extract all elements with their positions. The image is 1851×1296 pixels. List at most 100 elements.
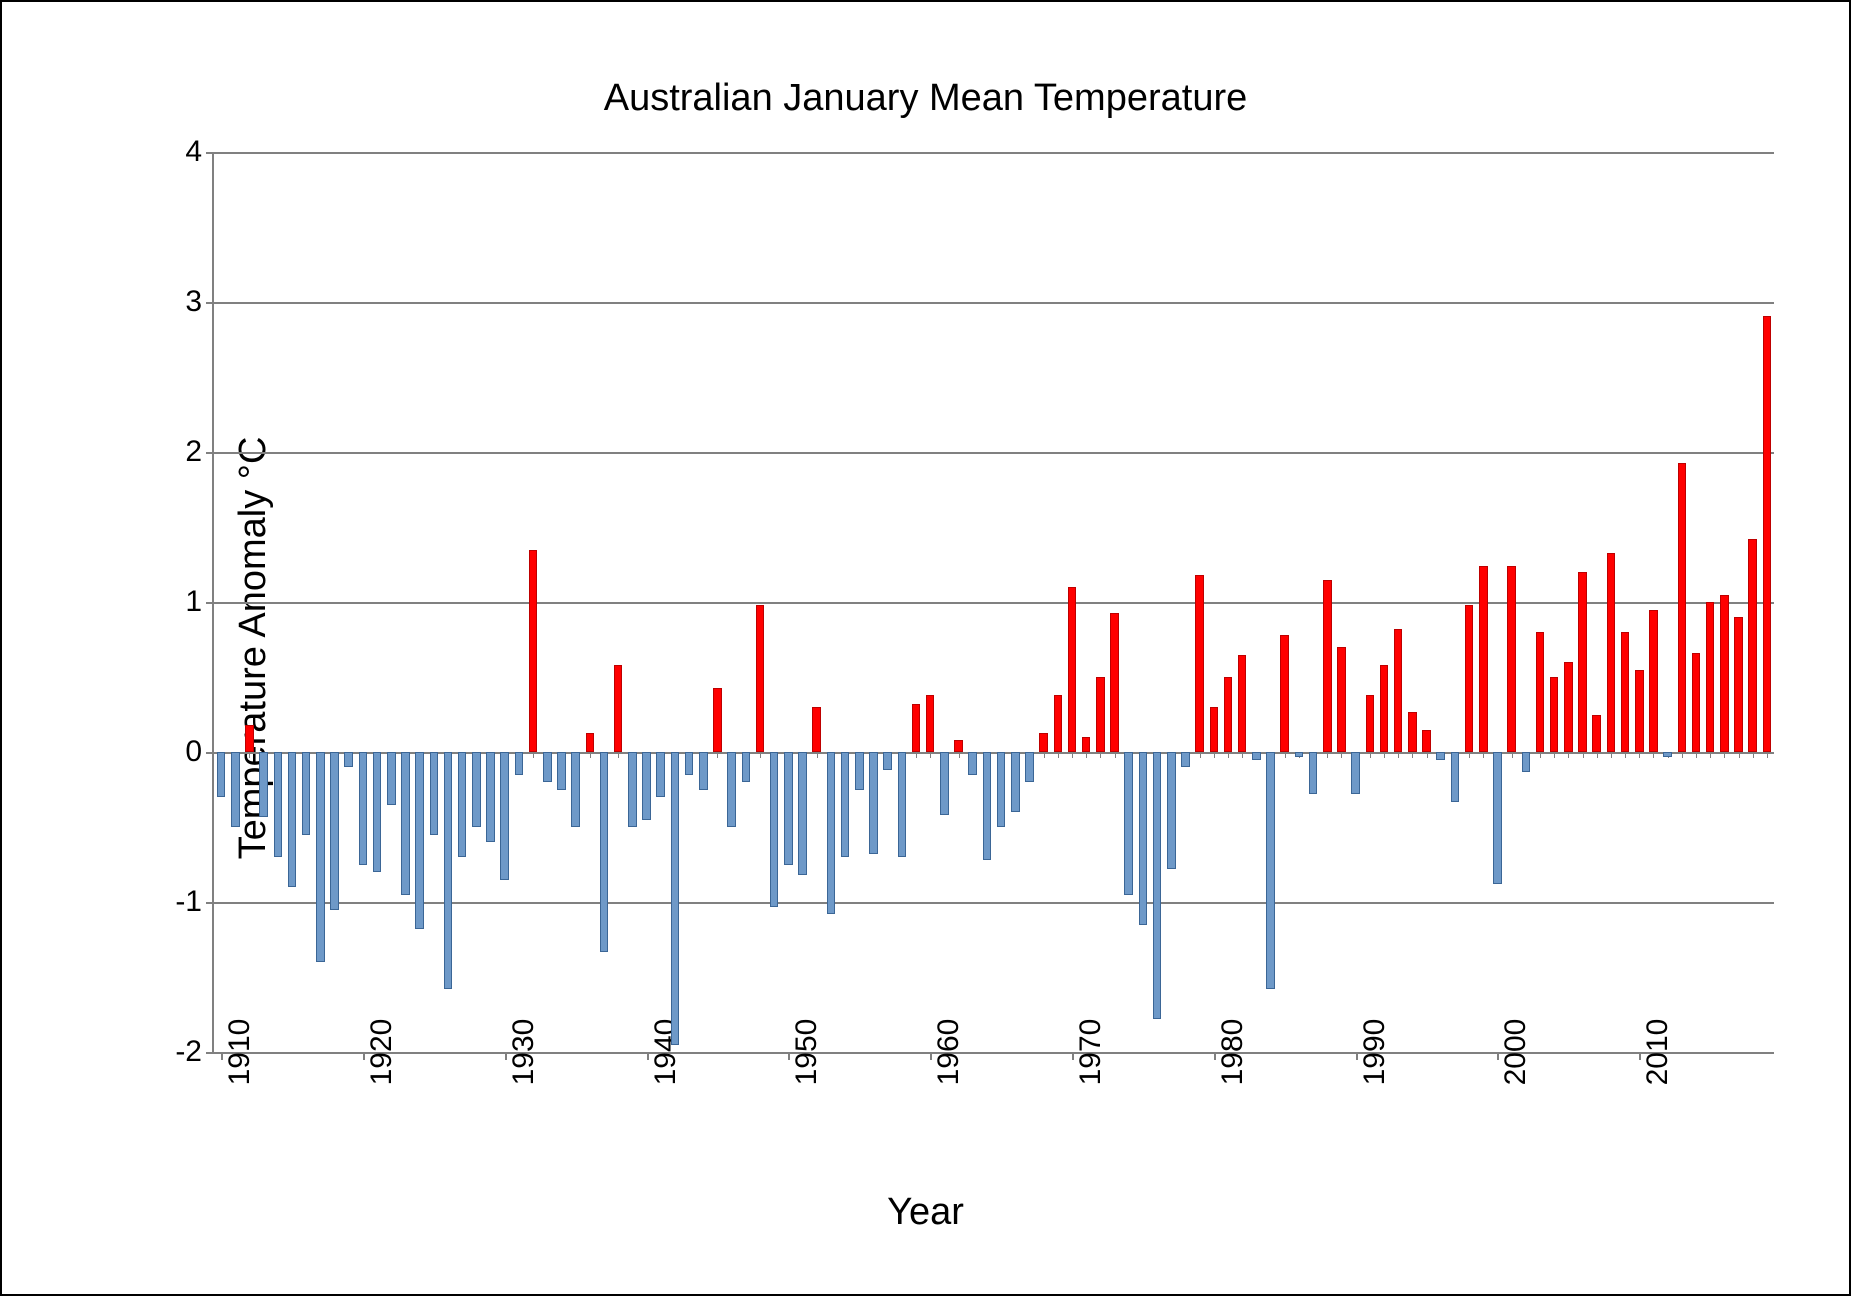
x-minor-tick <box>1540 752 1541 758</box>
bar <box>1011 752 1020 812</box>
bar <box>614 665 623 752</box>
x-minor-tick <box>760 752 761 758</box>
plot-area: -2-1012341910192019301940195019601970198… <box>212 152 1774 1054</box>
bar <box>1252 752 1261 760</box>
bar <box>869 752 878 854</box>
x-minor-tick <box>1327 752 1328 758</box>
bar <box>1692 653 1701 752</box>
bar <box>1536 632 1545 752</box>
x-minor-tick <box>1753 752 1754 758</box>
x-minor-tick <box>1483 752 1484 758</box>
bar <box>1195 575 1204 752</box>
bar <box>1210 707 1219 752</box>
gridline <box>214 152 1774 154</box>
y-tick-label: 3 <box>185 285 214 319</box>
bar <box>628 752 637 827</box>
bar <box>926 695 935 752</box>
bar <box>656 752 665 797</box>
bar <box>940 752 949 815</box>
bar <box>1465 605 1474 752</box>
bar <box>699 752 708 790</box>
x-minor-tick <box>1285 752 1286 758</box>
bar <box>1280 635 1289 752</box>
bar <box>359 752 368 865</box>
x-minor-tick <box>1214 752 1215 758</box>
bar <box>529 550 538 753</box>
bar <box>1663 752 1672 757</box>
bar <box>316 752 325 962</box>
x-minor-tick <box>590 752 591 758</box>
y-tick-label: 1 <box>185 585 214 619</box>
bar <box>727 752 736 827</box>
x-minor-tick <box>1384 752 1385 758</box>
x-minor-tick <box>1710 752 1711 758</box>
gridline <box>214 302 1774 304</box>
x-minor-tick <box>249 752 250 758</box>
bar <box>1394 629 1403 752</box>
chart-frame: Australian January Mean Temperature Temp… <box>0 0 1851 1296</box>
bar <box>798 752 807 875</box>
bar <box>1493 752 1502 884</box>
bar <box>1025 752 1034 782</box>
x-tick-label: 1910 <box>211 1019 257 1086</box>
bar <box>444 752 453 989</box>
bar <box>671 752 680 1045</box>
bar <box>841 752 850 857</box>
bar <box>1706 602 1715 752</box>
bar <box>373 752 382 872</box>
x-minor-tick <box>1370 752 1371 758</box>
bar <box>302 752 311 835</box>
bar <box>713 688 722 753</box>
bar <box>742 752 751 782</box>
x-minor-tick <box>916 752 917 758</box>
x-minor-tick <box>1398 752 1399 758</box>
x-minor-tick <box>1696 752 1697 758</box>
x-minor-tick <box>1583 752 1584 758</box>
x-minor-tick <box>1427 752 1428 758</box>
bar <box>1266 752 1275 989</box>
bar <box>1323 580 1332 753</box>
x-minor-tick <box>1228 752 1229 758</box>
x-axis-label: Year <box>2 1191 1849 1234</box>
bar <box>1054 695 1063 752</box>
bar <box>1550 677 1559 752</box>
x-tick-label: 1930 <box>495 1019 541 1086</box>
x-tick-label: 1980 <box>1204 1019 1250 1086</box>
bar <box>1082 737 1091 752</box>
bar <box>1607 553 1616 753</box>
bar <box>812 707 821 752</box>
x-minor-tick <box>1044 752 1045 758</box>
bar <box>217 752 226 797</box>
x-minor-tick <box>1568 752 1569 758</box>
bar <box>770 752 779 907</box>
x-minor-tick <box>1724 752 1725 758</box>
bar <box>1110 613 1119 753</box>
bar <box>912 704 921 752</box>
bar <box>1139 752 1148 925</box>
x-minor-tick <box>1767 752 1768 758</box>
bar <box>1678 463 1687 753</box>
x-minor-tick <box>1072 752 1073 758</box>
bar <box>855 752 864 790</box>
bar <box>1635 670 1644 753</box>
x-tick-label: 1970 <box>1062 1019 1108 1086</box>
bar <box>1337 647 1346 752</box>
bar <box>1763 316 1772 753</box>
x-minor-tick <box>817 752 818 758</box>
x-minor-tick <box>1554 752 1555 758</box>
bar <box>245 725 254 752</box>
bar <box>1351 752 1360 794</box>
bar <box>1748 539 1757 752</box>
bar <box>1153 752 1162 1019</box>
x-minor-tick <box>717 752 718 758</box>
bar <box>784 752 793 865</box>
bar <box>1039 733 1048 753</box>
bar <box>1578 572 1587 752</box>
bar <box>571 752 580 827</box>
gridline <box>214 452 1774 454</box>
bar <box>1734 617 1743 752</box>
bar <box>1408 712 1417 753</box>
y-tick-label: 4 <box>185 135 214 169</box>
bar <box>827 752 836 914</box>
x-minor-tick <box>618 752 619 758</box>
